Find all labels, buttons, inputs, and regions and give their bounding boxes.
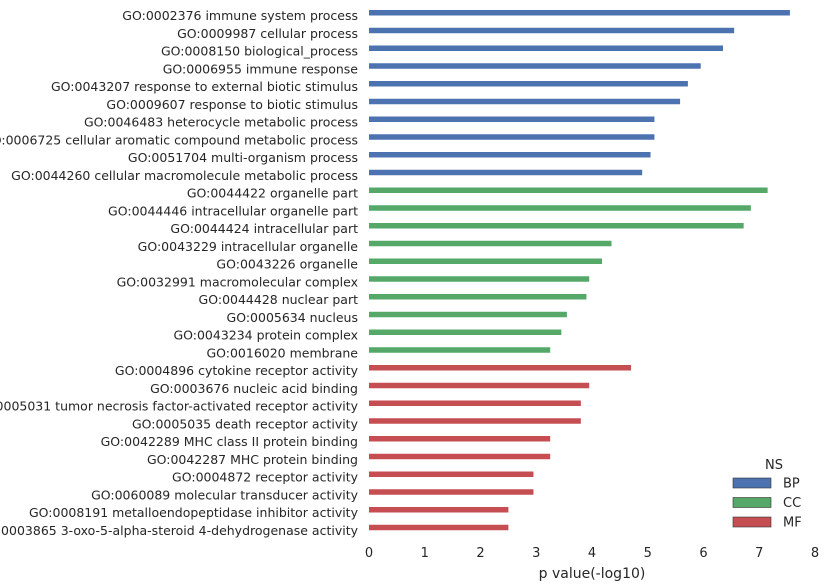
category-label: GO:0043234 protein complex xyxy=(173,328,358,343)
category-label: GO:0005035 death receptor activity xyxy=(132,416,359,431)
x-tick-label: 2 xyxy=(476,546,484,561)
bar-mf xyxy=(369,365,632,371)
bar-mf xyxy=(369,400,581,406)
bar-cc xyxy=(369,240,612,247)
category-label: GO:0060089 molecular transducer activity xyxy=(91,487,359,502)
x-tick-label: 0 xyxy=(365,546,373,561)
category-label: GO:0002376 immune system process xyxy=(122,8,358,23)
bar-bp xyxy=(369,45,724,51)
bar-mf xyxy=(369,418,581,424)
bar-bp xyxy=(369,169,643,176)
x-tick-label: 4 xyxy=(588,546,596,561)
bar-mf xyxy=(369,382,590,389)
category-label: GO:0042289 MHC class II protein binding xyxy=(101,434,358,449)
category-label: GO:0006725 cellular aromatic compound me… xyxy=(0,132,358,147)
category-label: GO:0005634 nucleus xyxy=(227,310,358,325)
category-label: GO:0003676 nucleic acid binding xyxy=(150,381,358,396)
category-label: GO:0044260 cellular macromolecule metabo… xyxy=(11,168,358,183)
category-label: GO:0051704 multi-organism process xyxy=(128,150,358,165)
bar-cc xyxy=(369,347,551,353)
bar-cc xyxy=(369,294,587,300)
category-label: GO:0006955 immune response xyxy=(163,61,359,76)
x-tick-label: 1 xyxy=(421,546,429,561)
category-label: GO:0044424 intracellular part xyxy=(170,221,358,236)
category-label: GO:0043207 response to external biotic s… xyxy=(51,79,358,94)
legend-swatch-bp xyxy=(732,477,772,489)
x-axis-label: p value(-log10) xyxy=(539,566,646,582)
legend-title: NS xyxy=(765,458,783,473)
category-label: GO:0046483 heterocycle metabolic process xyxy=(84,115,358,130)
legend: NS BP CC MF xyxy=(732,458,802,531)
x-tick-label: 7 xyxy=(755,546,763,561)
bar-bp xyxy=(369,81,688,87)
category-label: GO:0016020 membrane xyxy=(206,345,358,360)
bar-mf xyxy=(369,471,534,477)
x-tick-label: 3 xyxy=(532,546,540,561)
bar-bp xyxy=(369,63,701,69)
category-label: GO:0044446 intracellular organelle part xyxy=(108,203,358,218)
x-tick-label: 6 xyxy=(699,546,707,561)
bar-bp xyxy=(369,98,681,105)
category-label: GO:0009987 cellular process xyxy=(177,26,358,41)
bar-cc xyxy=(369,187,768,193)
bar-bp xyxy=(369,152,651,158)
bar-bp xyxy=(369,10,790,16)
category-label: GO:0003865 3-oxo-5-alpha-steroid 4-dehyd… xyxy=(0,523,359,538)
bar-cc xyxy=(369,329,562,335)
x-tick-label: 8 xyxy=(811,546,819,561)
category-label: GO:0043229 intracellular organelle xyxy=(138,239,359,254)
legend-label-mf: MF xyxy=(783,516,802,531)
x-tick-labels-group: 0 1 2 3 4 5 6 7 8 xyxy=(365,546,819,561)
bar-bp xyxy=(369,116,655,122)
legend-swatch-cc xyxy=(732,497,772,508)
category-label: GO:0004872 receptor activity xyxy=(172,470,359,485)
legend-label-bp: BP xyxy=(783,477,800,492)
bar-mf xyxy=(369,436,551,442)
bar-cc xyxy=(369,311,567,318)
bar-cc xyxy=(369,276,590,282)
bar-mf xyxy=(369,524,509,531)
category-label: GO:0008150 biological_process xyxy=(161,44,358,59)
category-label: GO:0009607 response to biotic stimulus xyxy=(106,97,358,112)
legend-swatch-mf xyxy=(732,516,772,528)
bar-bp xyxy=(369,134,655,140)
bar-mf xyxy=(369,507,509,513)
category-label: GO:0044428 nuclear part xyxy=(199,292,359,307)
bar-cc xyxy=(369,205,751,211)
bar-bp xyxy=(369,27,735,34)
legend-label-cc: CC xyxy=(783,496,801,511)
category-label: GO:0044422 organelle part xyxy=(187,186,358,201)
bars-group xyxy=(369,10,790,531)
x-tick-label: 5 xyxy=(644,546,652,561)
category-label: GO:0005031 tumor necrosis factor-activat… xyxy=(0,399,359,414)
bar-mf xyxy=(369,453,551,460)
category-label: GO:0004896 cytokine receptor activity xyxy=(115,363,359,378)
bar-cc xyxy=(369,258,603,264)
bar-mf xyxy=(369,489,534,495)
category-label: GO:0043226 organelle xyxy=(216,257,358,272)
category-label: GO:0042287 MHC protein binding xyxy=(147,452,358,467)
bar-cc xyxy=(369,223,744,229)
category-labels-group: GO:0002376 immune system process GO:00099… xyxy=(0,8,359,538)
category-label: GO:0032991 macromolecular complex xyxy=(117,274,358,289)
category-label: GO:0008191 metalloendopeptidase inhibito… xyxy=(29,505,359,520)
